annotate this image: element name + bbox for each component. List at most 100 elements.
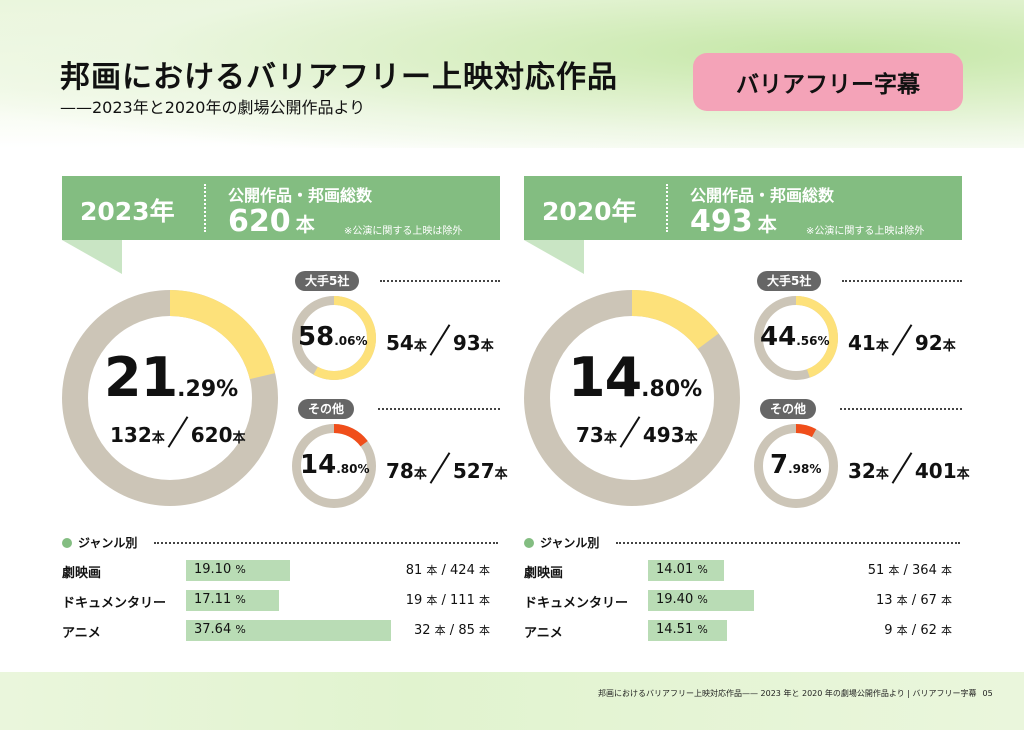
pct-unit: % <box>697 623 708 636</box>
genre-row: ドキュメンタリー 17.11 % 19 本 / 111 本 <box>62 590 502 612</box>
unit-label: 本 <box>434 624 446 637</box>
total-unit: 本 <box>757 214 777 236</box>
unit-label: 本 <box>941 564 952 577</box>
footer-text: 邦画におけるバリアフリー上映対応作品—— 2023 年と 2020 年の劇場公開… <box>598 689 977 698</box>
fraction-slash <box>619 418 641 442</box>
genre-name: ドキュメンタリー <box>524 596 629 611</box>
fraction-slash <box>167 418 189 442</box>
pct-unit: % <box>235 593 246 606</box>
overall-pct-dec: .80% <box>641 377 703 402</box>
other-den: 401 <box>914 459 957 483</box>
unit-label: 本 <box>875 339 889 354</box>
genre-row: 劇映画 19.10 % 81 本 / 424 本 <box>62 560 502 582</box>
panel-year: 2023年 <box>80 197 175 226</box>
genre-dotted-rule <box>616 542 960 544</box>
genre-bar <box>648 620 728 641</box>
header-divider <box>204 184 206 232</box>
other-num: 78 <box>386 459 414 483</box>
genre-den: 364 <box>912 563 937 578</box>
genre-pct-value: 14.01 <box>656 562 694 577</box>
genre-row: 劇映画 14.01 % 51 本 / 364 本 <box>524 560 964 582</box>
genre-bar <box>648 560 725 581</box>
unit-label: 本 <box>956 467 970 482</box>
exclusion-note: ※公演に関する上映は除外 <box>806 226 925 237</box>
genre-percentage: 17.11 % <box>194 592 246 607</box>
other-fraction: 78本 527本 <box>386 454 508 483</box>
genre-pct-value: 14.51 <box>656 622 694 637</box>
other-percentage: 14.80% <box>300 450 369 480</box>
overall-num: 73 <box>576 423 604 447</box>
unit-label: 本 <box>941 594 952 607</box>
fraction-slash <box>429 454 451 478</box>
genre-bar <box>186 620 392 641</box>
overall-percentage: 14.80% <box>568 346 702 409</box>
panel-2020: 2020年 公開作品・邦画総数 493 本 ※公演に関する上映は除外 14.80… <box>524 176 970 646</box>
genre-count: 9 本 / 62 本 <box>884 623 952 638</box>
unit-label: 本 <box>413 339 427 354</box>
pct-unit: % <box>697 563 708 576</box>
unit-label: 本 <box>479 564 490 577</box>
genre-num: 19 <box>405 593 423 608</box>
genre-num: 13 <box>875 593 893 608</box>
unit-label: 本 <box>896 624 908 637</box>
panel-header: 2020年 公開作品・邦画総数 493 本 ※公演に関する上映は除外 <box>524 176 962 240</box>
bottom-gradient-band <box>0 672 1024 730</box>
overall-num: 132 <box>110 423 152 447</box>
genre-heading: ジャンル別 <box>62 534 137 551</box>
other-num: 32 <box>848 459 876 483</box>
genre-name: 劇映画 <box>524 566 564 581</box>
other-tag: その他 <box>298 399 355 419</box>
unit-label: 本 <box>684 431 698 446</box>
pct-unit: % <box>235 563 246 576</box>
total-number: 620 <box>228 204 291 239</box>
other-percentage: 7.98% <box>770 450 821 480</box>
genre-name: アニメ <box>524 626 563 641</box>
unit-label: 本 <box>941 624 952 637</box>
page-title: 邦画におけるバリアフリー上映対応作品 <box>60 60 618 95</box>
genre-count: 32 本 / 85 本 <box>413 623 490 638</box>
genre-count: 51 本 / 364 本 <box>867 563 952 578</box>
header-divider <box>666 184 668 232</box>
genre-count: 81 本 / 424 本 <box>405 563 490 578</box>
unit-label: 本 <box>896 594 908 607</box>
total-label: 公開作品・邦画総数 <box>228 186 373 205</box>
other-pct-dec: .98% <box>788 462 822 476</box>
genre-den: 111 <box>450 593 475 608</box>
genre-percentage: 14.01 % <box>656 562 708 577</box>
major-num: 41 <box>848 331 876 355</box>
overall-donut-segment <box>62 290 278 506</box>
genre-num: 81 <box>405 563 423 578</box>
page-number: 05 <box>982 689 993 698</box>
bullet-dot <box>62 538 72 548</box>
major-den: 93 <box>452 331 481 355</box>
genre-name: アニメ <box>62 626 101 641</box>
fraction-slash <box>429 326 451 350</box>
genre-percentage: 37.64 % <box>194 622 246 637</box>
major-den: 92 <box>914 331 943 355</box>
genre-percentage: 19.40 % <box>656 592 708 607</box>
genre-percentage: 19.10 % <box>194 562 246 577</box>
genre-row: アニメ 37.64 % 32 本 / 85 本 <box>62 620 502 642</box>
other-donut <box>754 424 838 508</box>
other-fraction: 32本 401本 <box>848 454 970 483</box>
total-number: 493 <box>690 204 753 239</box>
genre-den: 424 <box>450 563 475 578</box>
major-donut-segment <box>292 296 376 380</box>
unit-label: 本 <box>479 594 490 607</box>
bullet-dot <box>524 538 534 548</box>
major-percentage: 58.06% <box>298 322 367 352</box>
panel-2023: 2023年 公開作品・邦画総数 620 本 ※公演に関する上映は除外 21.29… <box>62 176 508 646</box>
overall-pct-int: 14 <box>568 346 642 409</box>
pct-unit: % <box>235 623 246 636</box>
total-unit: 本 <box>295 214 315 236</box>
pct-unit: % <box>697 593 708 606</box>
unit-label: 本 <box>479 624 490 637</box>
genre-dotted-rule <box>154 542 498 544</box>
major-studios-donut <box>292 296 376 380</box>
genre-bar <box>648 590 754 611</box>
major-pct-int: 58 <box>298 322 335 352</box>
genre-den: 67 <box>920 593 937 608</box>
genre-name: 劇映画 <box>62 566 102 581</box>
panel-header: 2023年 公開作品・邦画総数 620 本 ※公演に関する上映は除外 <box>62 176 500 240</box>
exclusion-note: ※公演に関する上映は除外 <box>344 226 463 237</box>
